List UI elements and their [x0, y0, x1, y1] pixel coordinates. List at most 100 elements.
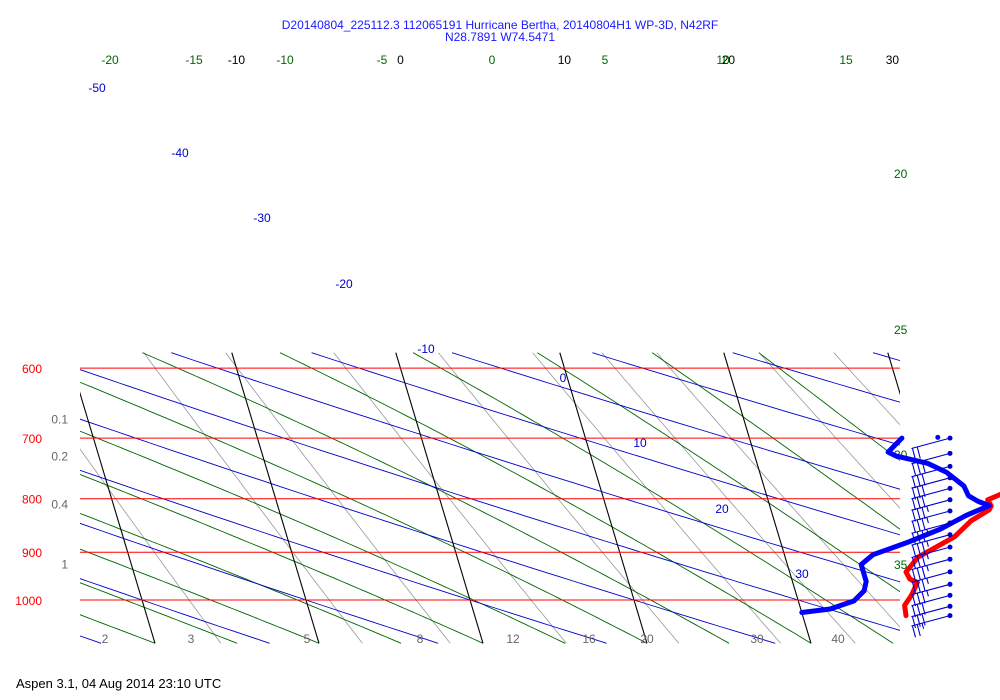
dry-adiabat — [451, 352, 900, 490]
wind-barb — [911, 544, 953, 569]
moist-adiabat-label: -20 — [101, 53, 119, 67]
dry-adiabat-label: 0 — [560, 371, 567, 385]
mixing-ratio-line — [758, 352, 900, 509]
temperature-trace — [902, 491, 1000, 619]
mixing-ratio-label: 16 — [582, 632, 596, 646]
isotherm-label: 0 — [397, 53, 404, 67]
dry-adiabat — [171, 352, 900, 583]
wind-barb — [911, 497, 953, 522]
wind-barb — [911, 603, 953, 629]
wind-barb — [911, 463, 953, 489]
isotherm-line — [395, 352, 484, 644]
mixing-ratio-line — [225, 352, 451, 644]
pressure-label: 700 — [22, 432, 42, 446]
moist-adiabat — [80, 381, 648, 644]
mixing-ratio-label: 1 — [61, 558, 68, 572]
dry-adiabat — [80, 469, 607, 644]
dewpoint-point — [935, 434, 941, 440]
wind-barb — [911, 556, 953, 582]
pressure-label: 900 — [22, 546, 42, 560]
moist-adiabat — [279, 352, 812, 644]
mixing-ratio-label: 3 — [188, 632, 195, 646]
moist-adiabat-label: 10 — [716, 53, 730, 67]
wind-barb — [911, 532, 953, 557]
dry-adiabat-label: -40 — [171, 146, 189, 160]
moist-adiabat — [80, 512, 402, 644]
wind-barb — [911, 569, 953, 594]
mixing-ratio-label: 12 — [506, 632, 520, 646]
mixing-ratio-line — [333, 352, 567, 644]
mixing-ratio-line — [80, 448, 222, 644]
moist-adiabat — [80, 430, 566, 644]
isotherm-label: 20 — [722, 53, 736, 67]
moist-adiabat — [80, 582, 238, 644]
isotherm-line — [887, 352, 900, 396]
wind-barb — [911, 592, 953, 618]
dry-adiabat — [80, 522, 439, 644]
isotherm-line — [559, 352, 648, 644]
isotherm-line — [80, 391, 156, 644]
title-line-1: D20140804_225112.3 112065191 Hurricane B… — [281, 18, 719, 32]
dewpoint-trace — [799, 435, 992, 615]
mixing-ratio-line — [143, 352, 363, 644]
moist-adiabat-label: -15 — [185, 53, 203, 67]
wind-barbs — [911, 435, 953, 638]
wind-barb — [911, 581, 953, 607]
isotherm-label: -10 — [228, 53, 246, 67]
mixing-ratio-label: 0.4 — [51, 497, 68, 511]
mixing-ratio-line — [833, 352, 900, 426]
dry-adiabat-label: 10 — [633, 436, 647, 450]
moist-adiabat-label: 20 — [894, 167, 908, 181]
mixing-ratio-label: 5 — [304, 632, 311, 646]
isotherm-label: 30 — [886, 53, 900, 67]
moist-adiabat-label: -10 — [276, 53, 294, 67]
moist-adiabat-label: 25 — [894, 323, 908, 337]
mixing-ratio-label: 40 — [831, 632, 845, 646]
moist-adiabat-label: 5 — [602, 53, 609, 67]
dry-adiabat-label: -30 — [253, 211, 271, 225]
wind-barb — [911, 613, 953, 638]
mixing-ratio-label: 20 — [640, 632, 654, 646]
dry-adiabat — [80, 418, 776, 644]
isobars — [80, 367, 900, 601]
moist-adiabat-label: 35 — [894, 558, 908, 572]
dry-adiabat-label: -20 — [335, 277, 353, 291]
moist-adiabat-label: 15 — [839, 53, 853, 67]
mixing-ratio-label: 30 — [750, 632, 764, 646]
pressure-label: 800 — [22, 493, 42, 507]
moist-adiabat — [651, 352, 900, 530]
dry-adiabat — [80, 369, 900, 631]
wind-barb — [911, 475, 953, 500]
mixing-ratio-label: 0.1 — [51, 413, 68, 427]
mixing-ratio-label: 0.2 — [51, 449, 68, 463]
moist-adiabat-label: -5 — [377, 53, 388, 67]
isotherm-label: 10 — [558, 53, 572, 67]
dry-adiabat — [592, 352, 900, 446]
wind-barb — [911, 520, 953, 545]
mixing-ratio-label: 2 — [102, 632, 109, 646]
dry-adiabat-label: -50 — [88, 81, 106, 95]
wind-barb — [911, 508, 953, 533]
moist-adiabat — [758, 352, 900, 462]
title-line-2: N28.7891 W74.5471 — [444, 30, 556, 44]
moist-adiabat — [537, 352, 900, 593]
pressure-label: 600 — [22, 362, 42, 376]
dry-adiabat — [80, 578, 270, 644]
moist-adiabat — [80, 473, 484, 644]
dry-adiabat-label: -10 — [417, 342, 435, 356]
pressure-label: 1000 — [15, 594, 42, 608]
mixing-ratio-line — [656, 352, 900, 628]
wind-barb — [911, 435, 953, 460]
dry-adiabat — [311, 352, 900, 536]
moist-adiabat — [142, 352, 730, 644]
mixing-ratio-line — [438, 352, 680, 644]
sounding-traces — [799, 434, 1000, 619]
dry-adiabat-label: 30 — [795, 567, 809, 581]
wind-barb — [911, 450, 953, 476]
mixing-ratio-label: 8 — [417, 632, 424, 646]
wind-barb — [911, 485, 953, 511]
chart-title: D20140804_225112.3 112065191 Hurricane B… — [0, 19, 1000, 43]
isotherm-line — [723, 352, 812, 644]
